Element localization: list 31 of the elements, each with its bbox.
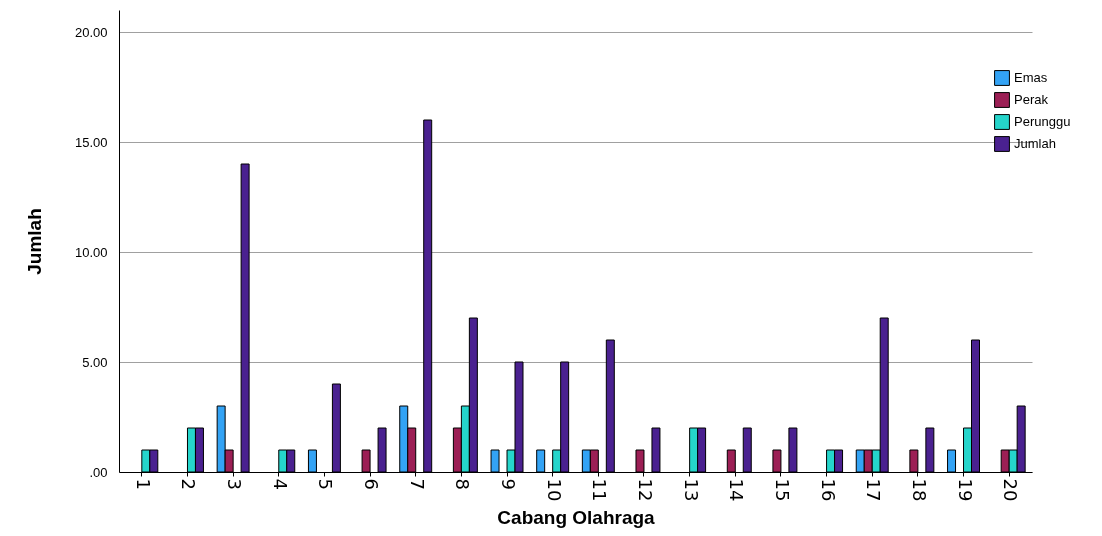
- x-tick-label: 16: [817, 478, 839, 502]
- y-tick-label: 15.00: [74, 134, 108, 150]
- x-tick-label: 13: [680, 478, 702, 502]
- x-tick-label: 18: [908, 478, 930, 502]
- y-tick-label: 10.00: [74, 244, 108, 260]
- y-tick-label: .00: [89, 464, 108, 480]
- x-tick-label: 6: [361, 478, 383, 490]
- x-tick-label: 1: [132, 478, 154, 490]
- x-tick-label: 3: [224, 478, 246, 490]
- legend-label: Emas: [1014, 70, 1048, 85]
- x-tick-label: 15: [771, 478, 793, 502]
- x-tick-label: 17: [863, 478, 885, 502]
- legend-label: Perak: [1014, 92, 1049, 107]
- x-axis-title: Cabang Olahraga: [497, 507, 656, 529]
- legend-label: Perunggu: [1014, 114, 1071, 129]
- y-axis-title: Jumlah: [23, 208, 45, 275]
- x-tick-label: 19: [954, 478, 976, 502]
- x-tick-label: 12: [634, 478, 656, 502]
- x-tick-label: 14: [726, 478, 748, 502]
- x-tick-label: 10: [543, 478, 565, 502]
- x-tick-label: 20: [1000, 478, 1022, 502]
- y-tick-label: 20.00: [74, 24, 108, 40]
- legend-label: Jumlah: [1014, 136, 1056, 151]
- x-tick-label: 5: [315, 478, 337, 490]
- y-tick-label: 5.00: [82, 354, 108, 370]
- x-tick-label: 11: [589, 478, 611, 502]
- x-tick-label: 8: [452, 478, 474, 490]
- x-tick-label: 7: [406, 478, 428, 490]
- x-tick-label: 2: [178, 478, 200, 490]
- x-tick-label: 4: [269, 478, 291, 490]
- x-tick-label: 9: [498, 478, 520, 490]
